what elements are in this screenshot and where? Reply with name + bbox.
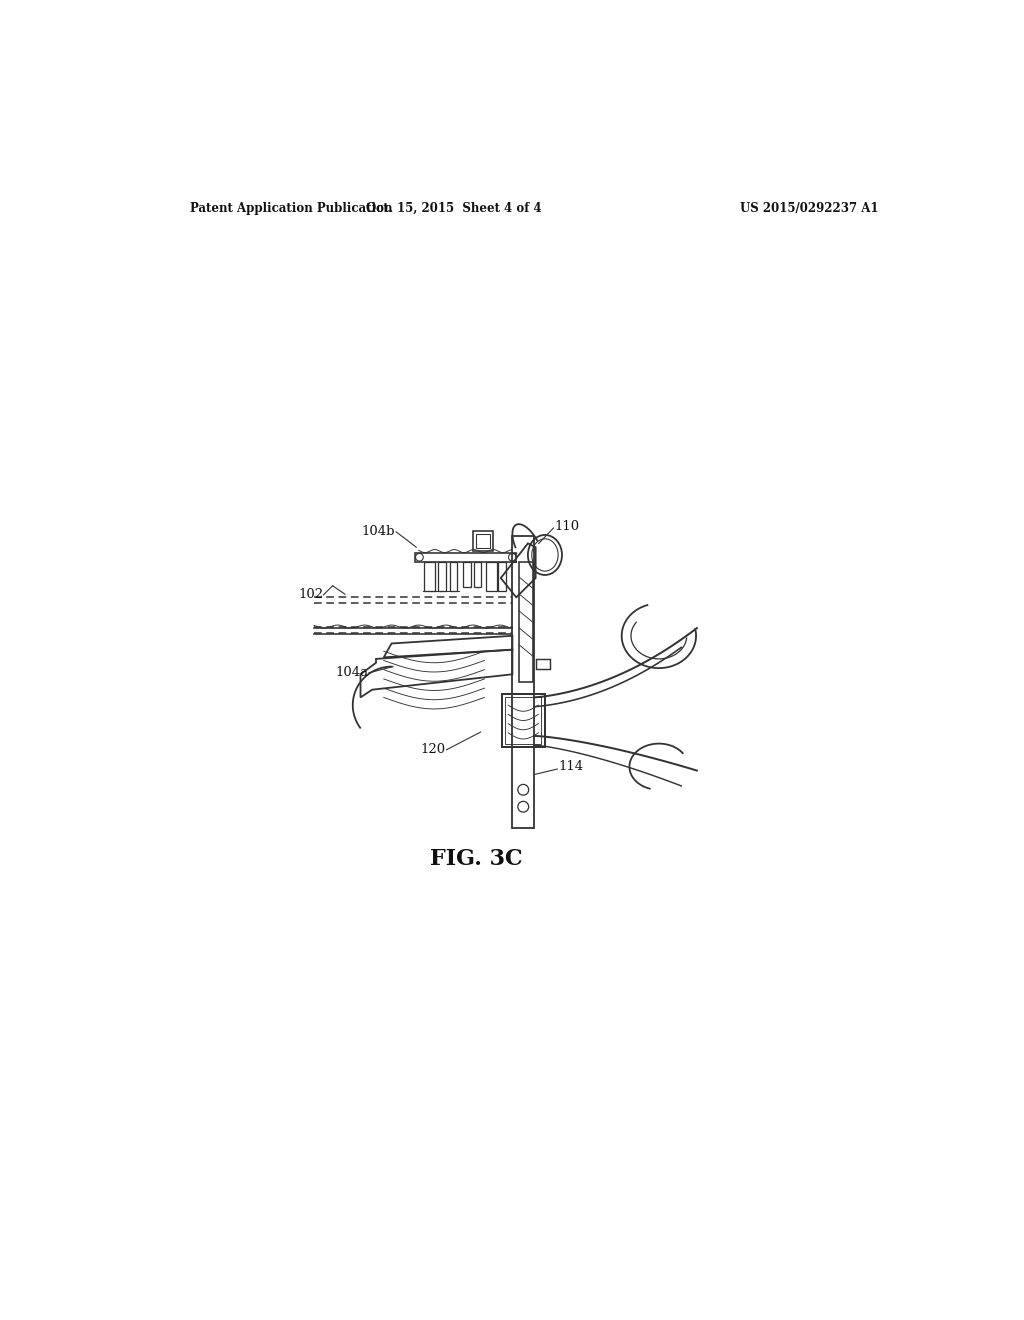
Text: 102: 102 xyxy=(298,589,324,602)
Text: FIG. 3C: FIG. 3C xyxy=(430,849,523,870)
Text: 104a: 104a xyxy=(335,667,369,680)
Text: 120: 120 xyxy=(421,743,445,756)
Text: US 2015/0292237 A1: US 2015/0292237 A1 xyxy=(740,202,879,215)
Text: Oct. 15, 2015  Sheet 4 of 4: Oct. 15, 2015 Sheet 4 of 4 xyxy=(366,202,542,215)
Text: Patent Application Publication: Patent Application Publication xyxy=(190,202,392,215)
Text: 114: 114 xyxy=(558,760,584,774)
Text: 110: 110 xyxy=(554,520,580,533)
Text: 104b: 104b xyxy=(361,525,395,539)
